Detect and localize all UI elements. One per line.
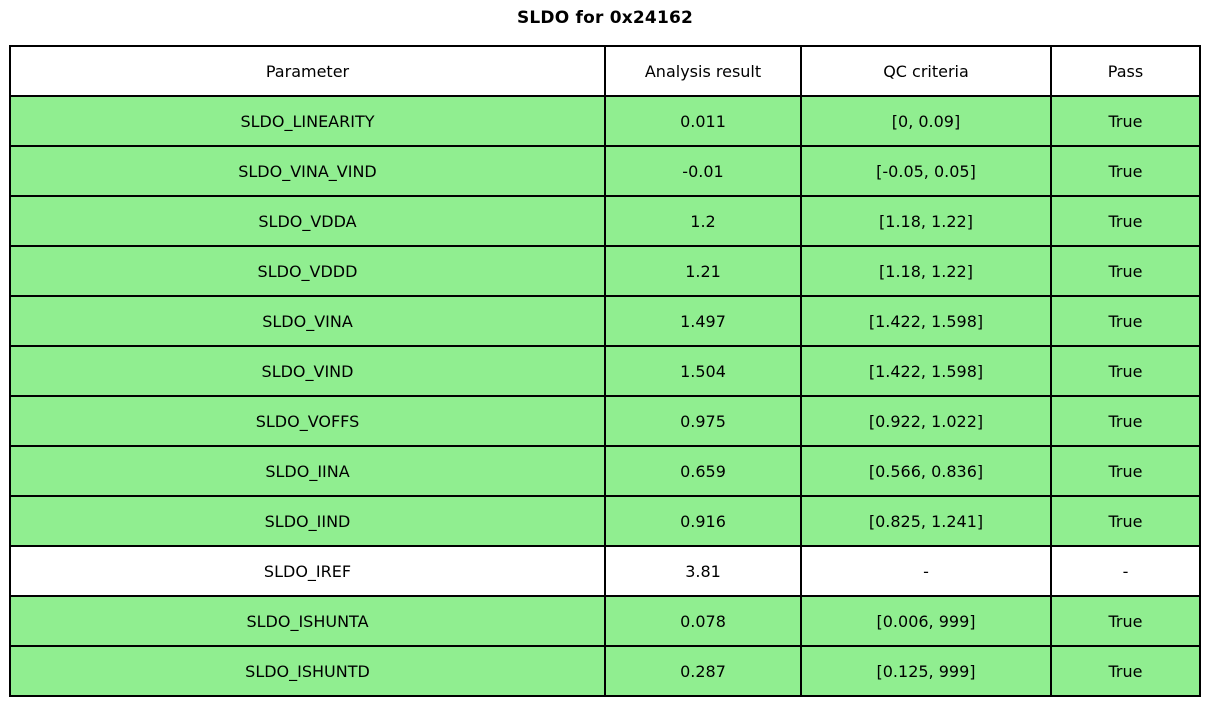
cell-result: 0.659 <box>604 445 802 497</box>
cell-result: 1.2 <box>604 195 802 247</box>
cell-result: 3.81 <box>604 545 802 597</box>
cell-criteria: [0.825, 1.241] <box>800 495 1052 547</box>
cell-parameter: SLDO_ISHUNTD <box>9 645 606 697</box>
table-row: SLDO_IINA 0.659 [0.566, 0.836] True <box>9 445 1201 497</box>
cell-parameter: SLDO_VINA_VIND <box>9 145 606 197</box>
cell-pass: True <box>1050 595 1201 647</box>
cell-criteria: [1.18, 1.22] <box>800 195 1052 247</box>
cell-result: 0.975 <box>604 395 802 447</box>
cell-pass: True <box>1050 345 1201 397</box>
table-row: SLDO_ISHUNTA 0.078 [0.006, 999] True <box>9 595 1201 647</box>
table-row: SLDO_IREF 3.81 - - <box>9 545 1201 597</box>
table-row: SLDO_VINA_VIND -0.01 [-0.05, 0.05] True <box>9 145 1201 197</box>
cell-parameter: SLDO_IREF <box>9 545 606 597</box>
table-row: SLDO_VINA 1.497 [1.422, 1.598] True <box>9 295 1201 347</box>
table-row: SLDO_VOFFS 0.975 [0.922, 1.022] True <box>9 395 1201 447</box>
cell-pass: True <box>1050 395 1201 447</box>
cell-parameter: SLDO_LINEARITY <box>9 95 606 147</box>
column-header-qc-criteria: QC criteria <box>800 45 1052 97</box>
cell-pass: True <box>1050 645 1201 697</box>
qc-results-table: Parameter Analysis result QC criteria Pa… <box>9 45 1201 697</box>
cell-pass: - <box>1050 545 1201 597</box>
cell-criteria: [1.422, 1.598] <box>800 345 1052 397</box>
cell-criteria: [1.422, 1.598] <box>800 295 1052 347</box>
table-row: SLDO_IIND 0.916 [0.825, 1.241] True <box>9 495 1201 547</box>
cell-result: 0.287 <box>604 645 802 697</box>
table-row: SLDO_VIND 1.504 [1.422, 1.598] True <box>9 345 1201 397</box>
column-header-parameter: Parameter <box>9 45 606 97</box>
cell-criteria: [0, 0.09] <box>800 95 1052 147</box>
table-row: SLDO_LINEARITY 0.011 [0, 0.09] True <box>9 95 1201 147</box>
cell-parameter: SLDO_VDDA <box>9 195 606 247</box>
cell-criteria: - <box>800 545 1052 597</box>
column-header-analysis-result: Analysis result <box>604 45 802 97</box>
table-body: SLDO_LINEARITY 0.011 [0, 0.09] True SLDO… <box>9 95 1201 697</box>
cell-pass: True <box>1050 245 1201 297</box>
cell-pass: True <box>1050 195 1201 247</box>
table-row: SLDO_ISHUNTD 0.287 [0.125, 999] True <box>9 645 1201 697</box>
cell-criteria: [1.18, 1.22] <box>800 245 1052 297</box>
cell-criteria: [0.006, 999] <box>800 595 1052 647</box>
cell-parameter: SLDO_VDDD <box>9 245 606 297</box>
cell-pass: True <box>1050 495 1201 547</box>
cell-parameter: SLDO_VOFFS <box>9 395 606 447</box>
page-title: SLDO for 0x24162 <box>516 8 694 28</box>
cell-parameter: SLDO_IINA <box>9 445 606 497</box>
cell-result: 1.497 <box>604 295 802 347</box>
cell-parameter: SLDO_ISHUNTA <box>9 595 606 647</box>
cell-pass: True <box>1050 445 1201 497</box>
column-header-pass: Pass <box>1050 45 1201 97</box>
header-row: Parameter Analysis result QC criteria Pa… <box>9 45 1201 97</box>
cell-result: 0.078 <box>604 595 802 647</box>
cell-pass: True <box>1050 145 1201 197</box>
table-row: SLDO_VDDA 1.2 [1.18, 1.22] True <box>9 195 1201 247</box>
cell-pass: True <box>1050 95 1201 147</box>
cell-criteria: [0.922, 1.022] <box>800 395 1052 447</box>
table-header: Parameter Analysis result QC criteria Pa… <box>9 45 1201 97</box>
cell-result: 0.916 <box>604 495 802 547</box>
cell-criteria: [0.566, 0.836] <box>800 445 1052 497</box>
cell-result: 1.504 <box>604 345 802 397</box>
cell-parameter: SLDO_IIND <box>9 495 606 547</box>
cell-pass: True <box>1050 295 1201 347</box>
table-row: SLDO_VDDD 1.21 [1.18, 1.22] True <box>9 245 1201 297</box>
cell-criteria: [0.125, 999] <box>800 645 1052 697</box>
cell-result: 1.21 <box>604 245 802 297</box>
cell-criteria: [-0.05, 0.05] <box>800 145 1052 197</box>
cell-result: 0.011 <box>604 95 802 147</box>
cell-result: -0.01 <box>604 145 802 197</box>
cell-parameter: SLDO_VIND <box>9 345 606 397</box>
cell-parameter: SLDO_VINA <box>9 295 606 347</box>
